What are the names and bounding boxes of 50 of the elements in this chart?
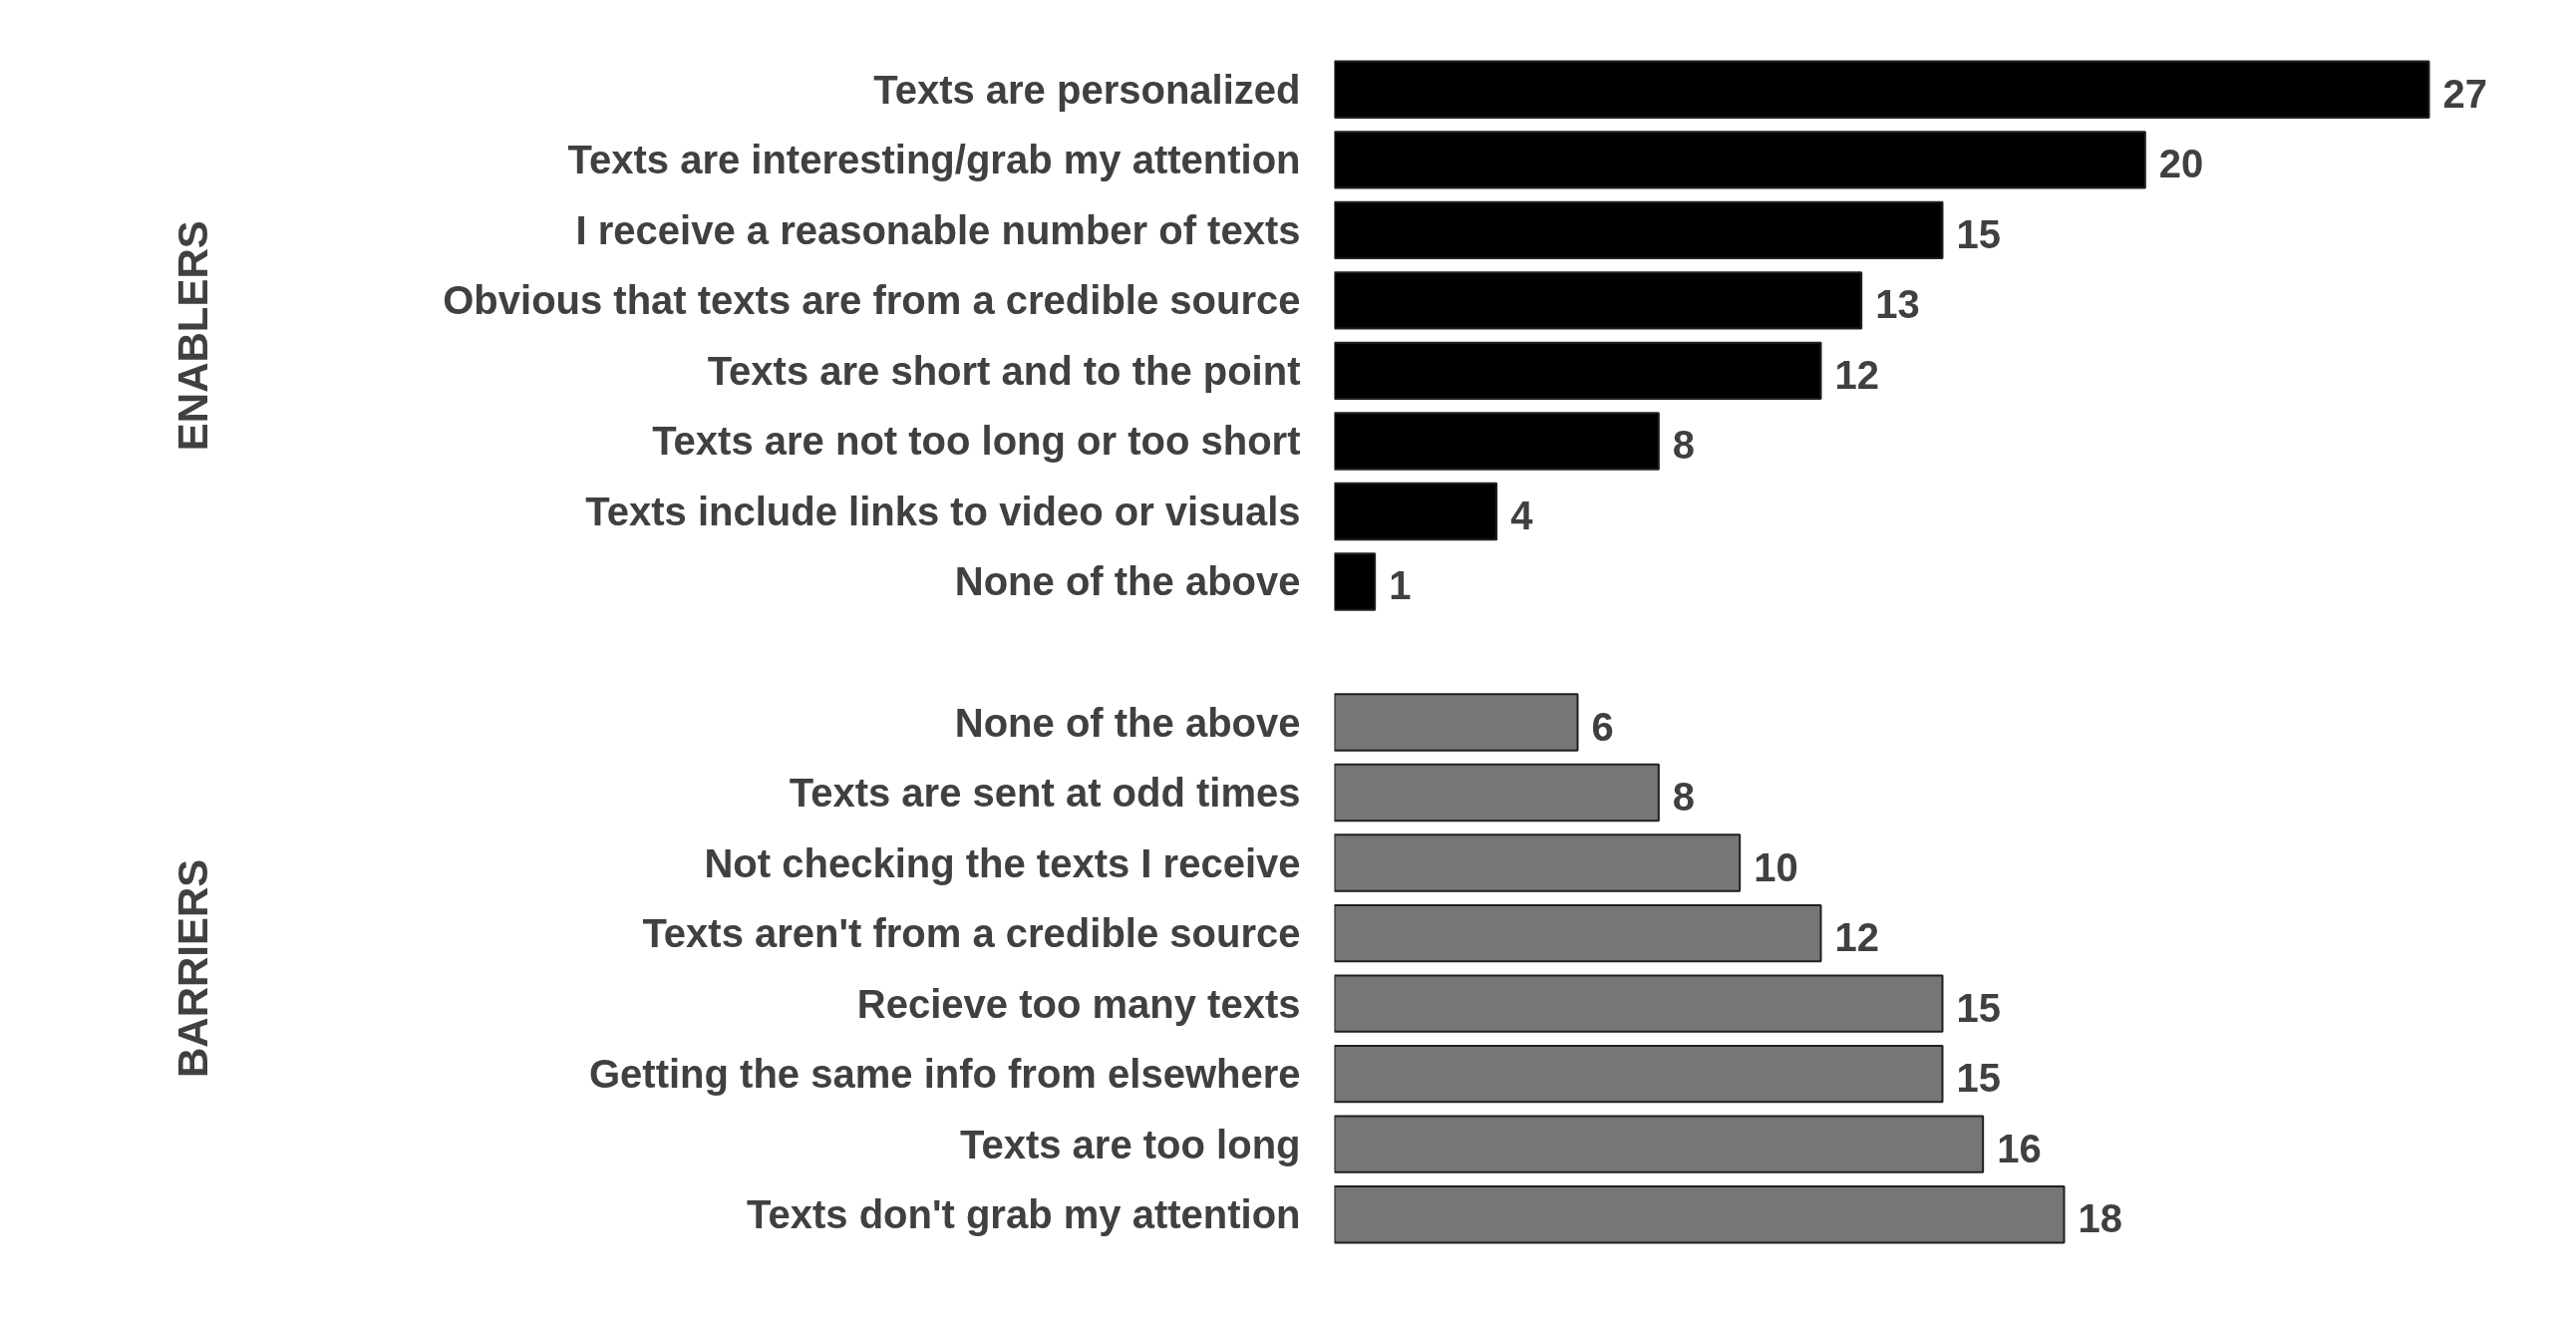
y-tick-label: Texts include links to video or visuals <box>585 489 1301 533</box>
data-label: 1 <box>1389 563 1412 608</box>
data-label: 18 <box>2078 1196 2122 1241</box>
data-label: 15 <box>1956 1056 2001 1101</box>
bar <box>1334 412 1660 471</box>
y-tick-label: Texts are personalized <box>873 67 1301 112</box>
data-label: 12 <box>1834 352 1879 397</box>
y-tick-label: Texts are not too long or too short <box>652 419 1301 464</box>
bar <box>1334 693 1579 752</box>
data-label: 4 <box>1510 493 1534 537</box>
bar <box>1334 903 1822 963</box>
y-tick-label: Texts are short and to the point <box>707 348 1301 393</box>
bar <box>1334 131 2146 189</box>
data-label: 6 <box>1591 704 1614 749</box>
y-tick-label: None of the above <box>954 559 1301 604</box>
bar <box>1334 271 1863 330</box>
bar <box>1334 974 1944 1033</box>
y-tick-label: Texts aren't from a credible source <box>642 911 1301 956</box>
data-label: 16 <box>1997 1126 2042 1170</box>
y-tick-label: I receive a reasonable number of texts <box>575 207 1301 252</box>
y-tick-label: Texts don't grab my attention <box>747 1192 1301 1237</box>
data-label: 10 <box>1754 844 1798 889</box>
y-tick-label: Not checking the texts I receive <box>704 840 1301 885</box>
bar <box>1334 1044 1944 1104</box>
bar <box>1334 60 2430 120</box>
bar <box>1334 833 1742 892</box>
data-label: 15 <box>1956 211 2001 256</box>
data-label: 12 <box>1834 915 1879 960</box>
data-label: 8 <box>1672 423 1696 468</box>
data-label: 13 <box>1875 282 1920 327</box>
text: BARRIERS <box>169 858 216 1079</box>
text: ENABLERS <box>169 220 216 452</box>
y-tick-label: Texts are too long <box>959 1122 1301 1166</box>
bar <box>1334 1115 1985 1173</box>
bar <box>1334 341 1822 401</box>
y-tick-label: Obvious that texts are from a credible source <box>443 278 1301 323</box>
bar <box>1334 552 1377 611</box>
data-label: 15 <box>1956 985 2001 1030</box>
y-tick-label: Recieve too many texts <box>856 981 1301 1026</box>
y-tick-label: Texts are interesting/grab my attention <box>567 138 1301 182</box>
y-tick-label: Getting the same info from elsewhere <box>589 1052 1301 1097</box>
data-label: 8 <box>1672 775 1696 820</box>
bar <box>1334 482 1498 541</box>
bar <box>1334 1184 2066 1244</box>
y-tick-label: Texts are sent at odd times <box>789 771 1301 816</box>
data-label: 27 <box>2442 71 2487 116</box>
data-label: 20 <box>2158 142 2204 186</box>
y-tick-label: None of the above <box>954 700 1301 745</box>
bar <box>1334 763 1660 823</box>
bar <box>1334 200 1944 260</box>
